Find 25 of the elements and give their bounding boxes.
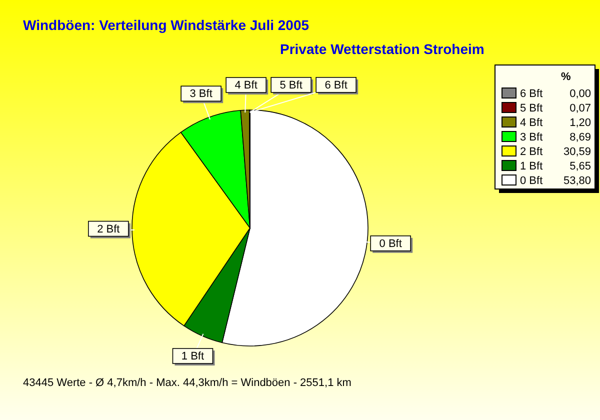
slice-label: 2 Bft [97, 223, 120, 236]
slice-label: 3 Bft [190, 88, 212, 100]
chart-subtitle: Private Wetterstation Stroheim [280, 41, 484, 57]
legend-label: 3 Bft [520, 132, 543, 144]
chart-title: Windböen: Verteilung Windstärke Juli 2005 [23, 17, 310, 33]
data-label: 0,07 [570, 102, 591, 114]
data-label: 1,20 [570, 117, 591, 129]
legend-label: 5 Bft [520, 102, 543, 114]
data-label: 30,59 [563, 146, 591, 158]
legend-label: 2 Bft [520, 146, 543, 158]
legend-label: 0 Bft [520, 175, 543, 187]
slice-label: 5 Bft [280, 79, 302, 92]
text: 0,00 [570, 88, 591, 100]
legend-label: 1 Bft [520, 160, 543, 172]
data-label: 5,65 [570, 160, 591, 172]
legend-label: 6 Bft [324, 79, 348, 92]
category-label: 6 Bft [520, 88, 543, 100]
text: 43445 Werte - Ø 4,7km/h - Max. 44,3km/h = Windböen - 2551,1 km [23, 377, 352, 389]
slice-label: 0 Bft [379, 238, 402, 250]
legend-title: % [561, 71, 571, 83]
data-label: 53,80 [563, 175, 591, 187]
data-label: 8,69 [570, 132, 591, 144]
slice-label: 1 Bft [181, 350, 204, 363]
slice-label: 4 Bft [234, 80, 258, 92]
legend-label: 4 Bft [520, 117, 543, 129]
